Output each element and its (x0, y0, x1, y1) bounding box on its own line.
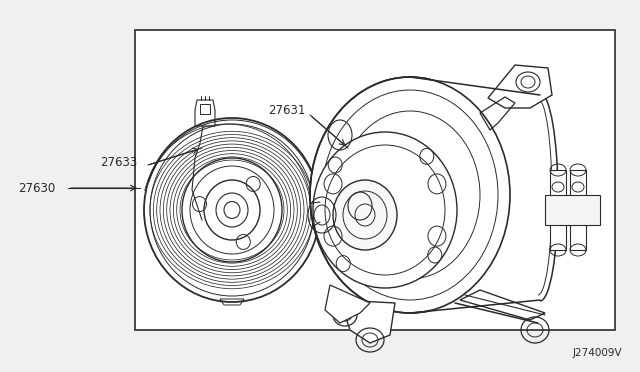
Polygon shape (460, 290, 545, 320)
Polygon shape (325, 285, 370, 323)
Polygon shape (340, 300, 395, 343)
Ellipse shape (313, 132, 457, 288)
Bar (545, 195, 600, 225)
Bar (550, 170, 566, 250)
Ellipse shape (310, 77, 510, 313)
Ellipse shape (333, 180, 397, 250)
Polygon shape (488, 65, 552, 108)
Text: J274009V: J274009V (572, 348, 622, 358)
Bar (135, 30, 615, 330)
Ellipse shape (144, 118, 320, 302)
Text: 27630: 27630 (18, 182, 55, 195)
Text: 27631: 27631 (268, 103, 305, 116)
Text: 27633: 27633 (100, 155, 137, 169)
Bar (570, 170, 586, 250)
